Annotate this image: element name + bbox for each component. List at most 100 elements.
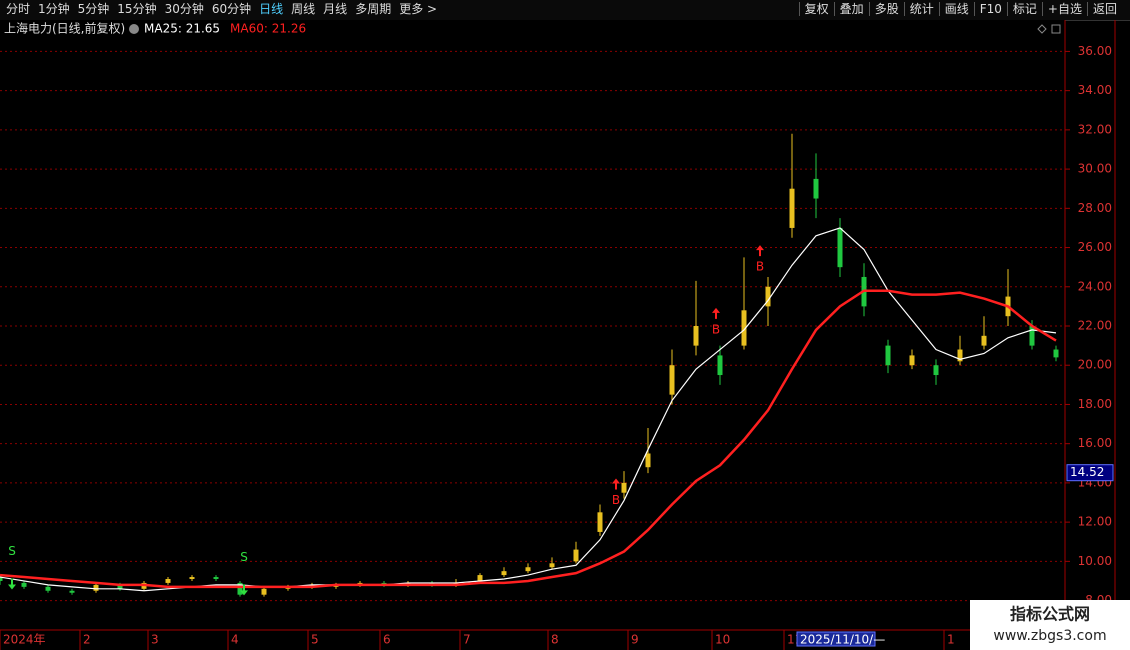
candle-body <box>909 355 915 366</box>
y-tick-label: 18.00 <box>1078 397 1112 411</box>
toolbar-button[interactable]: 多股 <box>868 2 904 16</box>
y-tick-label: 32.00 <box>1078 122 1112 136</box>
toolbar-button[interactable]: 更多 > <box>399 2 438 16</box>
candle-body <box>813 178 819 199</box>
icon[interactable] <box>1051 24 1061 34</box>
crosshair-y-box <box>1066 464 1114 482</box>
toolbar-button[interactable]: 60分钟 <box>211 2 252 16</box>
toolbar-button[interactable]: 1分钟 <box>38 2 70 16</box>
toolbar-button[interactable]: 复权 <box>798 2 834 16</box>
x-tick-label: 9 <box>631 633 639 647</box>
y-tick-label: 10.00 <box>1078 554 1112 568</box>
watermark-url: www.zbgs3.com <box>993 628 1106 644</box>
y-tick-label: 36.00 <box>1078 44 1112 58</box>
y-tick-label: 26.00 <box>1078 240 1112 254</box>
watermark-bg <box>970 600 1130 650</box>
candle-body <box>717 355 723 376</box>
y-tick-label: 30.00 <box>1078 162 1112 176</box>
candle-body <box>93 584 99 591</box>
signal-label: S <box>8 544 16 558</box>
icon[interactable] <box>1037 24 1047 34</box>
legend-entry: MA60: 21.26 <box>230 22 306 36</box>
candle-body <box>1053 349 1059 358</box>
signal-label: B <box>756 260 764 274</box>
candle-body <box>21 582 27 587</box>
x-tick-label: 8 <box>551 633 559 647</box>
period-tabs: 分时 1分钟 5分钟 15分钟 30分钟 60分钟 日线 周线 月线 多周期 更多 > <box>2 0 441 19</box>
toolbar-button[interactable]: 15分钟 <box>117 2 157 16</box>
signal-arrow <box>8 578 16 590</box>
x-tick-label: 10 <box>715 633 730 647</box>
crosshair-x-label: 2025/11/10/— <box>800 633 885 647</box>
signal-arrow <box>712 307 720 319</box>
ma-line <box>0 227 1057 592</box>
toolbar-button[interactable]: 叠加 <box>833 2 869 16</box>
x-tick-label: 7 <box>463 633 471 647</box>
tool-buttons: 复权 叠加 多股 统计 画线 F10 标记 +自选 返回 <box>798 0 1122 19</box>
ma-line <box>0 289 1057 589</box>
candle-body <box>885 345 891 366</box>
candle-body <box>1029 326 1035 346</box>
candle-body <box>261 588 267 595</box>
candle-body <box>789 188 795 228</box>
signal-arrow <box>612 478 620 490</box>
toolbar-button[interactable]: 分时 <box>6 2 31 16</box>
y-tick-label: 22.00 <box>1078 319 1112 333</box>
candle-body <box>933 365 939 376</box>
toolbar-button[interactable]: 统计 <box>903 2 939 16</box>
toolbar-button[interactable]: 5分钟 <box>77 2 110 16</box>
legend-entry: MA25: 21.65 <box>144 22 220 36</box>
candle-body <box>957 349 963 362</box>
y-tick-label: 28.00 <box>1078 201 1112 215</box>
x-tick-label: 2024年 <box>3 633 46 647</box>
candle-body <box>597 512 603 532</box>
signal-arrow <box>756 245 764 257</box>
candle-body <box>477 575 483 581</box>
crosshair-y-label: 14.52 <box>1070 465 1104 479</box>
candle-body <box>501 571 507 576</box>
candle-body <box>549 563 555 568</box>
toolbar-button[interactable]: 30分钟 <box>164 2 204 16</box>
candle-body <box>69 590 75 593</box>
y-tick-label: 34.00 <box>1078 83 1112 97</box>
candle-body <box>669 365 675 395</box>
candle-body <box>237 582 243 595</box>
toolbar-button[interactable]: 返回 <box>1086 2 1122 16</box>
signal-label: B <box>612 493 620 507</box>
watermark: 指标公式网 www.zbgs3.com <box>970 600 1130 650</box>
candle-body <box>165 579 171 583</box>
candle-body <box>981 335 987 346</box>
candle-body <box>693 326 699 346</box>
candle-body <box>45 586 51 591</box>
toolbar-button[interactable]: 日线 <box>259 2 284 16</box>
candle-body <box>741 310 747 346</box>
crosshair-x-box <box>796 631 876 647</box>
signal-label: S <box>240 550 248 564</box>
signal-label: B <box>712 322 720 336</box>
chart: 上海电力(日线,前复权) 8.0010.0012.0014.0016.0018.… <box>0 20 1130 650</box>
x-tick-label: 2 <box>83 633 91 647</box>
toolbar-button[interactable]: 月线 <box>323 2 348 16</box>
plot-bg <box>0 20 1065 630</box>
toolbar-button[interactable]: 标记 <box>1006 2 1042 16</box>
x-tick-label: 6 <box>383 633 391 647</box>
candle-body <box>213 577 219 580</box>
signal-arrow <box>240 584 248 596</box>
chart-title: 上海电力(日线,前复权) <box>4 21 125 36</box>
candle-body <box>525 567 531 572</box>
candle-body <box>765 286 771 307</box>
toolbar-button[interactable]: F10 <box>973 2 1007 16</box>
candle-body <box>645 453 651 468</box>
toolbar: 分时 1分钟 5分钟 15分钟 30分钟 60分钟 日线 周线 月线 多周期 更多 > 复权 叠加 多股… <box>0 0 1130 21</box>
settings-icon[interactable] <box>129 24 139 34</box>
watermark-title: 指标公式网 <box>1010 605 1090 624</box>
toolbar-button[interactable]: 画线 <box>938 2 974 16</box>
toolbar-button[interactable]: 多周期 <box>355 2 392 16</box>
candle-body <box>189 577 195 580</box>
candle-body <box>837 227 843 268</box>
toolbar-button[interactable]: +自选 <box>1041 2 1087 16</box>
toolbar-button[interactable]: 周线 <box>291 2 316 16</box>
y-tick-label: 16.00 <box>1078 436 1112 450</box>
x-tick-label: 4 <box>231 633 239 647</box>
candle-body <box>573 549 579 562</box>
